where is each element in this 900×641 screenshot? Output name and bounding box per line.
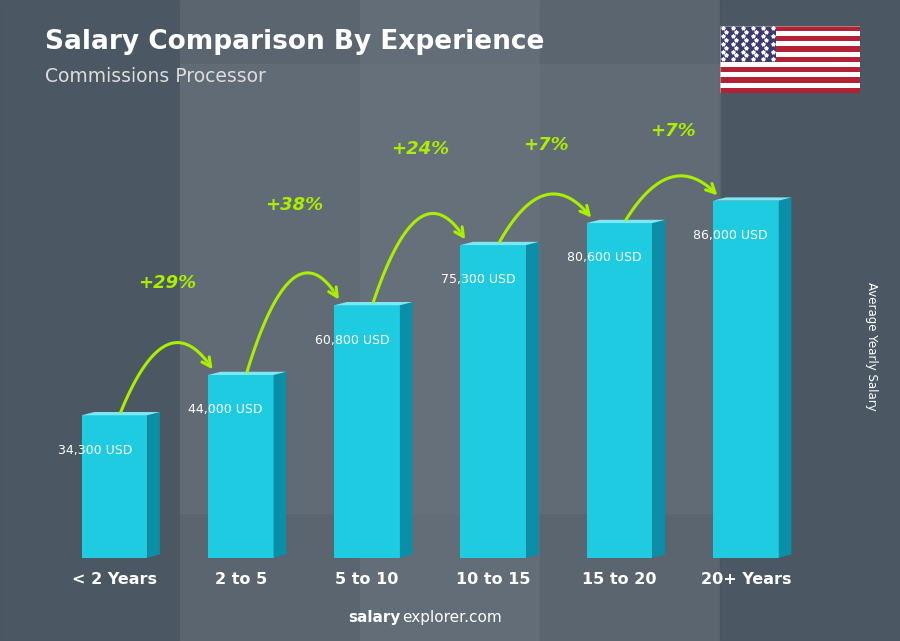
Bar [720,67,859,72]
Text: 34,300 USD: 34,300 USD [58,444,132,456]
Polygon shape [82,412,160,415]
Text: +7%: +7% [650,122,696,140]
Text: explorer.com: explorer.com [402,610,502,625]
Text: +7%: +7% [524,135,569,154]
Polygon shape [778,197,791,558]
Bar [720,26,859,31]
Text: +38%: +38% [265,196,323,214]
Polygon shape [274,372,286,558]
Bar [208,375,274,558]
Bar [720,51,859,56]
Bar [720,62,859,67]
Text: +24%: +24% [391,140,449,158]
Polygon shape [334,302,412,305]
Text: Commissions Processor: Commissions Processor [45,67,266,87]
Bar [720,72,859,78]
Bar [461,245,526,558]
Bar [720,56,859,62]
Polygon shape [526,242,539,558]
Bar [0,0,180,641]
Text: 44,000 USD: 44,000 USD [188,403,263,417]
Bar [180,0,360,641]
Bar [334,305,400,558]
Bar [360,0,540,641]
Text: 60,800 USD: 60,800 USD [315,333,389,347]
Bar [540,0,720,641]
Polygon shape [587,220,665,223]
Bar [720,78,859,83]
Polygon shape [400,302,412,558]
Bar [713,201,778,558]
Bar [82,415,148,558]
Polygon shape [148,412,160,558]
Text: Average Yearly Salary: Average Yearly Salary [865,282,878,410]
Text: 86,000 USD: 86,000 USD [693,229,768,242]
Bar [720,88,859,93]
Bar [720,36,859,41]
Text: 80,600 USD: 80,600 USD [567,251,642,264]
Text: 75,300 USD: 75,300 USD [441,274,516,287]
Polygon shape [208,372,286,375]
Polygon shape [713,197,791,201]
Bar [587,223,652,558]
Bar [180,64,720,513]
Bar [720,0,900,641]
Polygon shape [461,242,539,245]
Text: Salary Comparison By Experience: Salary Comparison By Experience [45,29,544,55]
Text: +29%: +29% [139,274,196,292]
Bar [720,31,859,36]
Bar [720,26,776,62]
Bar [720,41,859,46]
Polygon shape [652,220,665,558]
Bar [720,46,859,51]
Bar [720,83,859,88]
Text: salary: salary [348,610,400,625]
